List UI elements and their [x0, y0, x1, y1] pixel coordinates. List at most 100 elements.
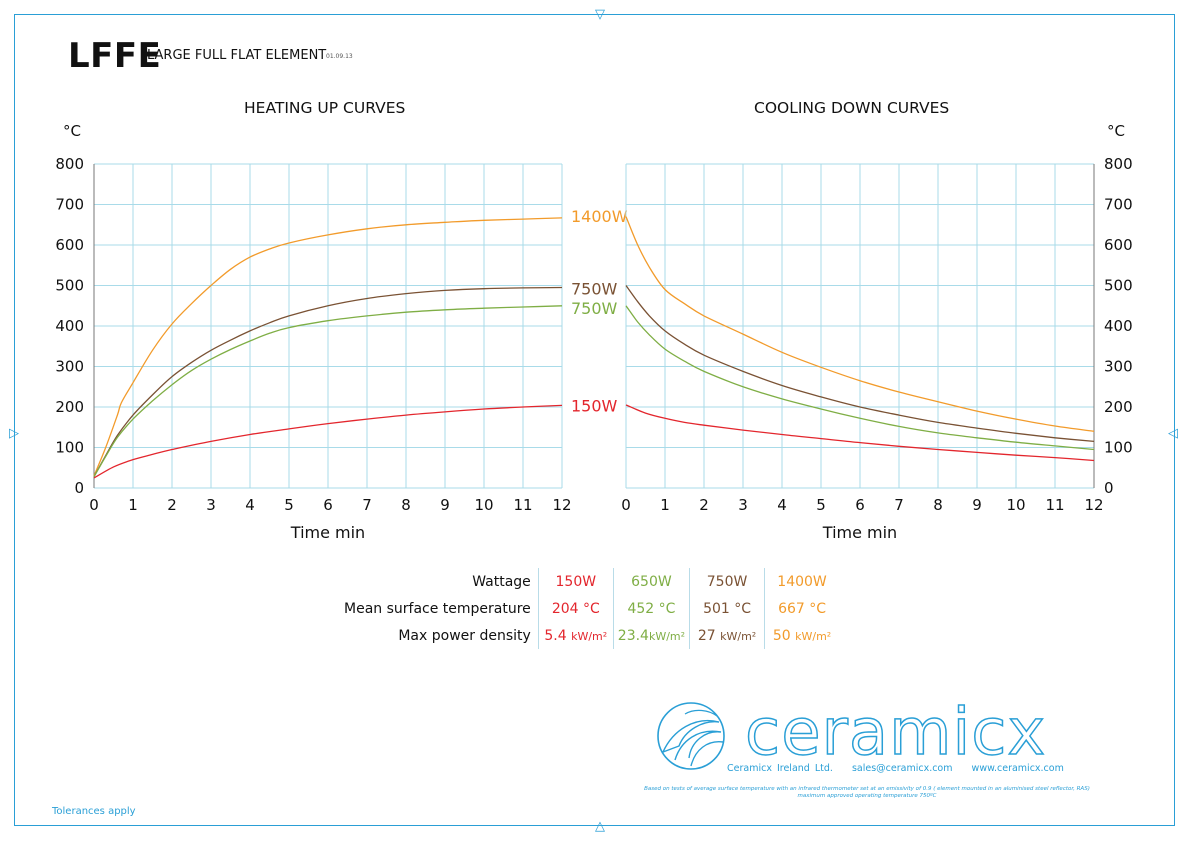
x-tick-label: 9	[440, 496, 450, 514]
footnote-line: maximum approved operating temperature 7…	[797, 793, 937, 799]
wattage-1400: 1400W	[764, 568, 840, 595]
y-tick-label: 400	[1104, 317, 1133, 335]
cooling-chart-title: COOLING DOWN CURVES	[754, 99, 950, 117]
x-tick-label: 5	[816, 496, 826, 514]
x-axis-label: Time min	[290, 523, 365, 542]
series-line	[93, 286, 563, 478]
x-tick-label: 12	[552, 496, 571, 514]
company-email: sales@ceramicx.com	[851, 763, 953, 774]
product-code: LFFE	[68, 36, 162, 76]
contact-line: Ceramicx Ireland Ltd. sales@ceramicx.com…	[727, 763, 1078, 774]
x-tick-label: 11	[513, 496, 532, 514]
x-tick-label: 5	[284, 496, 294, 514]
right-triangle-mark: ◁	[1168, 426, 1178, 441]
table-row: Mean surface temperature 204 °C 452 °C 5…	[340, 595, 840, 622]
cooling-y-unit: °C	[1107, 122, 1125, 140]
power-density-1400: 50 kW/m²	[764, 622, 840, 649]
power-density-650: 23.4kW/m²	[612, 622, 690, 649]
series-line	[625, 305, 1095, 451]
y-tick-label: 400	[55, 317, 84, 335]
x-tick-label: 11	[1045, 496, 1064, 514]
top-triangle-mark: ▽	[595, 7, 605, 22]
y-tick-label: 100	[55, 439, 84, 457]
page-frame	[14, 14, 1175, 826]
y-tick-label: 800	[55, 155, 84, 173]
wattage-150: 150W	[537, 568, 614, 595]
series-line	[625, 285, 1095, 443]
tolerances-note: Tolerances apply	[52, 806, 136, 817]
mean-temp-650: 452 °C	[612, 595, 690, 622]
density-unit: kW/m²	[720, 629, 757, 643]
density-value: 23.4	[617, 627, 649, 644]
x-axis-label: Time min	[822, 523, 897, 542]
x-tick-label: 1	[128, 496, 138, 514]
series-line	[93, 404, 563, 479]
series-line	[625, 404, 1095, 462]
series-line	[625, 216, 1095, 432]
x-tick-label: 4	[777, 496, 787, 514]
footnote-line: Based on tests of average surface temper…	[644, 786, 1090, 792]
x-tick-label: 3	[738, 496, 748, 514]
x-tick-label: 4	[245, 496, 255, 514]
y-tick-label: 100	[1104, 439, 1133, 457]
left-triangle-mark: ▷	[9, 426, 19, 441]
x-tick-label: 0	[89, 496, 99, 514]
y-tick-label: 200	[1104, 398, 1133, 416]
x-tick-label: 2	[167, 496, 177, 514]
series-line	[93, 305, 563, 478]
table-row: Wattage 150W 650W 750W 1400W	[340, 568, 840, 595]
x-tick-label: 6	[855, 496, 865, 514]
series-line	[93, 217, 563, 477]
wattage-label: Wattage	[472, 573, 531, 590]
mean-temp-label: Mean surface temperature	[344, 600, 531, 617]
power-density-750: 27 kW/m²	[689, 622, 765, 649]
density-value: 27	[697, 627, 716, 644]
wattage-750: 750W	[689, 568, 765, 595]
y-tick-label: 300	[1104, 358, 1133, 376]
series-label: 750W	[571, 299, 618, 318]
x-tick-label: 10	[1006, 496, 1025, 514]
series-label: 150W	[571, 396, 618, 415]
power-density-label: Max power density	[398, 627, 531, 644]
mean-temp-1400: 667 °C	[764, 595, 840, 622]
density-value: 50	[772, 627, 791, 644]
heating-y-unit: °C	[63, 122, 81, 140]
bottom-triangle-mark: △	[595, 819, 605, 834]
mean-temp-150: 204 °C	[537, 595, 614, 622]
y-tick-label: 200	[55, 398, 84, 416]
y-tick-label: 600	[1104, 236, 1133, 254]
density-unit: kW/m²	[648, 629, 686, 643]
x-tick-label: 6	[323, 496, 333, 514]
y-tick-label: 700	[55, 196, 84, 214]
wattage-650: 650W	[612, 568, 690, 595]
y-tick-label: 600	[55, 236, 84, 254]
ceramicx-wave-logo-icon	[657, 702, 725, 770]
test-footnote: Based on tests of average surface temper…	[636, 786, 1098, 800]
table-row: Max power density 5.4 kW/m² 23.4kW/m² 27…	[340, 622, 840, 649]
power-density-150: 5.4 kW/m²	[537, 622, 614, 649]
mean-temp-750: 501 °C	[689, 595, 765, 622]
heating-chart-title: HEATING UP CURVES	[244, 99, 406, 117]
series-label: 750W	[571, 280, 618, 299]
x-tick-label: 0	[621, 496, 631, 514]
specs-table: Wattage 150W 650W 750W 1400W Mean surfac…	[340, 568, 840, 649]
brand-wordmark: ceramicx	[744, 695, 1047, 771]
company-name: Ceramicx Ireland Ltd.	[727, 763, 833, 774]
x-tick-label: 10	[474, 496, 493, 514]
x-tick-label: 7	[362, 496, 372, 514]
y-tick-label: 800	[1104, 155, 1133, 173]
y-tick-label: 300	[55, 358, 84, 376]
x-tick-label: 8	[401, 496, 411, 514]
x-tick-label: 3	[206, 496, 216, 514]
y-tick-label: 500	[1104, 277, 1133, 295]
y-tick-label: 0	[74, 479, 84, 497]
document-date: 01.09.13	[326, 53, 353, 60]
x-tick-label: 8	[933, 496, 943, 514]
y-tick-label: 0	[1104, 479, 1114, 497]
density-value: 5.4	[544, 627, 567, 644]
x-tick-label: 12	[1084, 496, 1103, 514]
x-tick-label: 9	[972, 496, 982, 514]
x-tick-label: 7	[894, 496, 904, 514]
x-tick-label: 2	[699, 496, 709, 514]
